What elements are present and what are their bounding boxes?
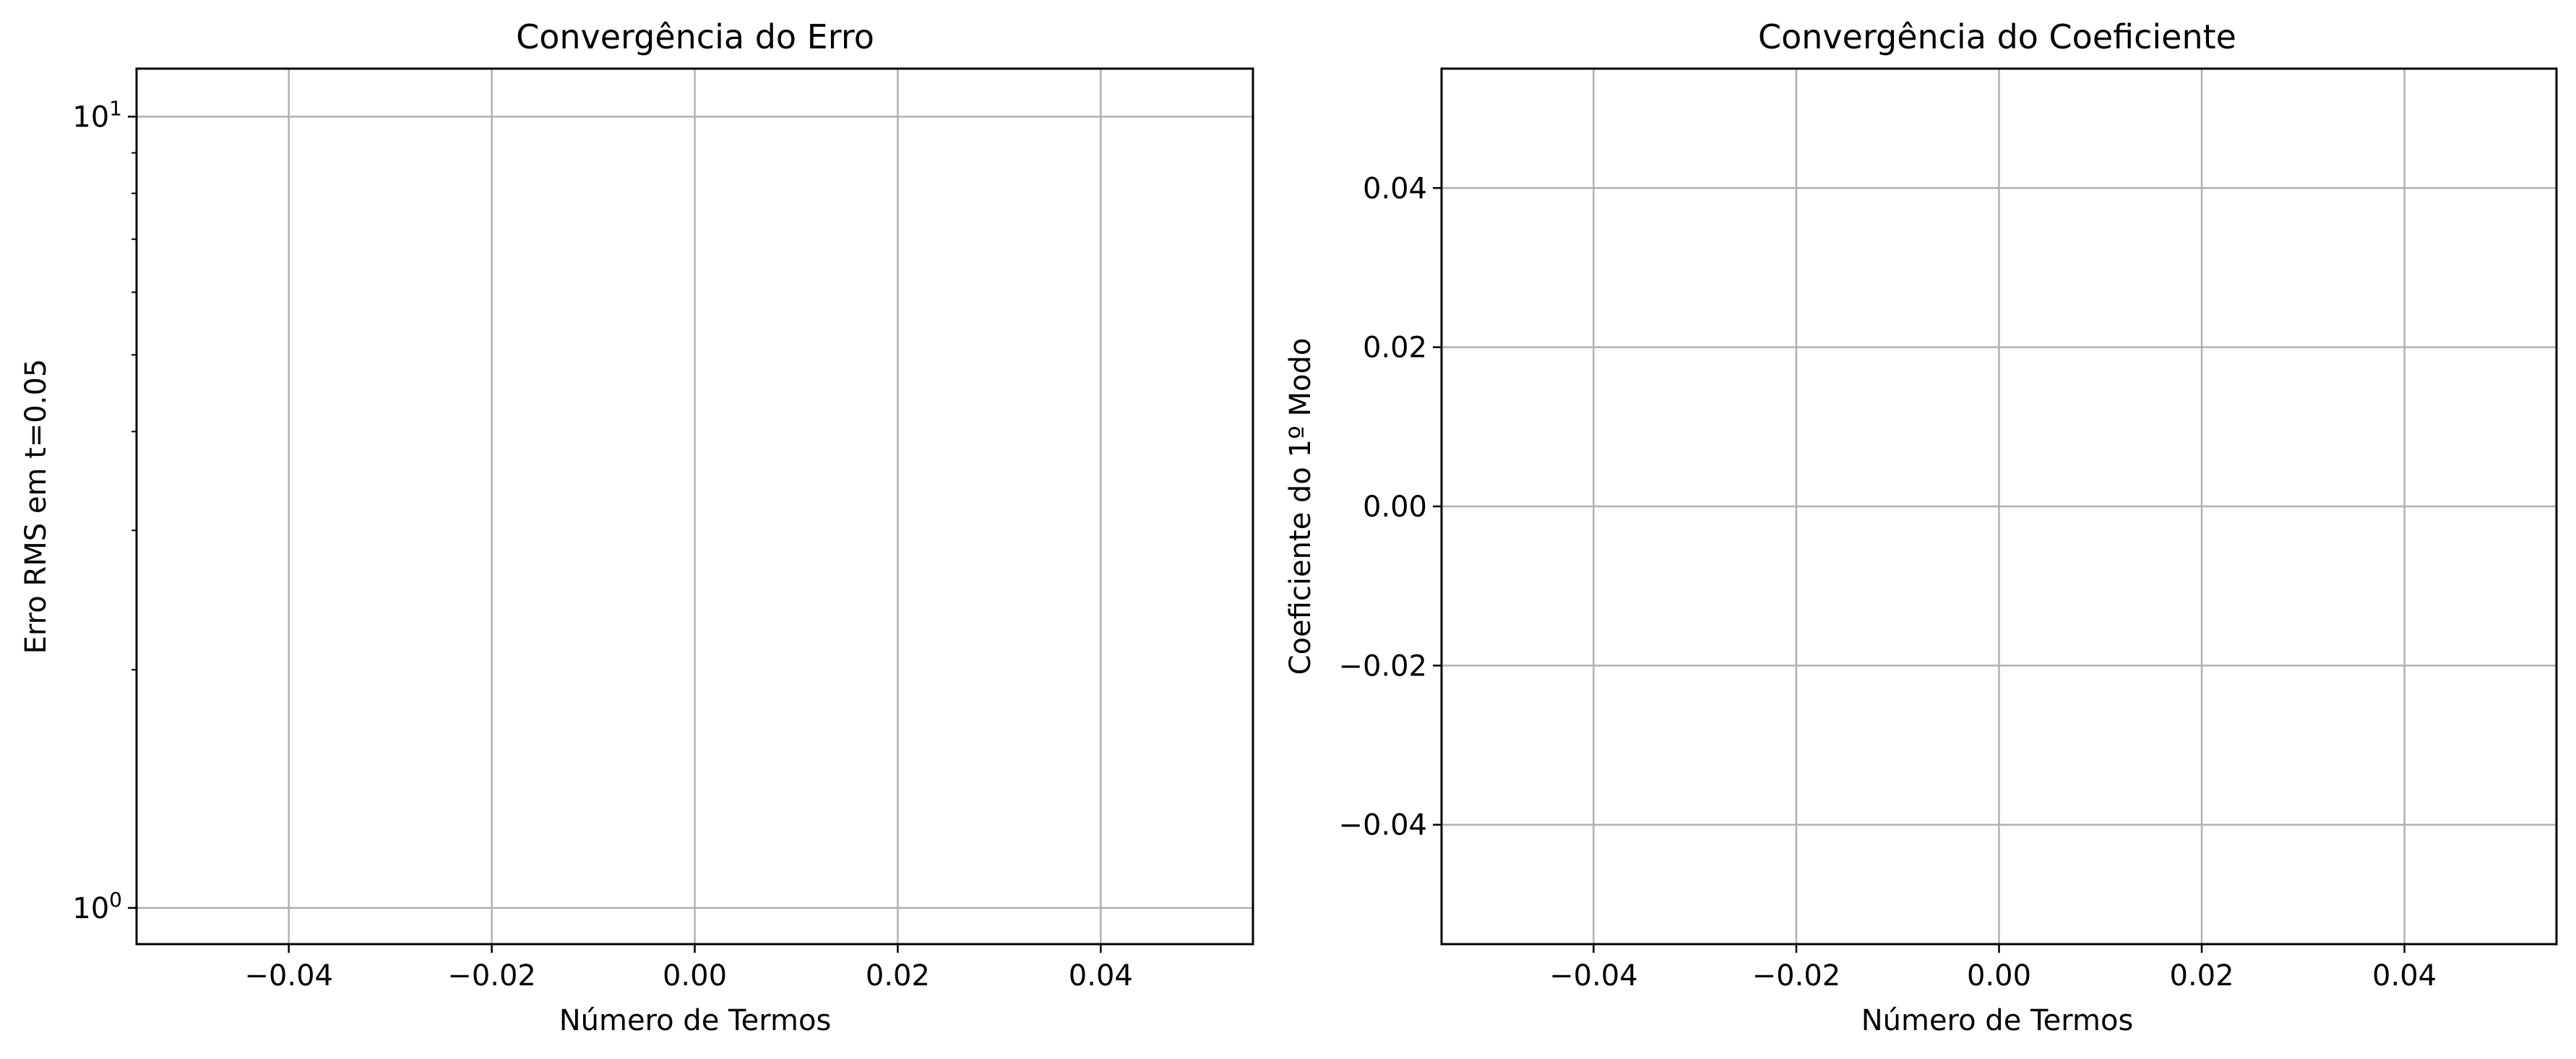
y-tick-label: 0.04 <box>1363 172 1427 205</box>
y-tick-exponent: 0 <box>109 888 122 912</box>
y-tick-label: 0.00 <box>1363 490 1427 524</box>
chart-title: Convergência do Erro <box>516 17 874 56</box>
tick-marks: −0.04 −0.02 0.00 0.02 0.04 0.04 0.02 0.00 −0.02 −… <box>1338 172 2437 993</box>
y-tick-label: 100 <box>72 888 122 925</box>
y-tick-label: −0.02 <box>1338 649 1427 683</box>
x-tick-label: 0.02 <box>2170 959 2234 993</box>
chart-panel-error: Convergência do Erro −0.04 −0.02 0.00 0.02 0… <box>20 17 1254 1037</box>
x-tick-label: −0.02 <box>447 959 536 993</box>
x-tick-label: 0.00 <box>1967 959 2031 993</box>
plot-frame <box>1440 67 2558 946</box>
x-tick-label: 0.04 <box>1069 959 1133 993</box>
y-tick-base: 10 <box>72 100 109 134</box>
grid-lines <box>1442 69 2556 944</box>
y-tick-label: 0.02 <box>1363 332 1427 365</box>
y-axis-label: Coeficiente do 1º Modo <box>1284 338 1317 675</box>
y-tick-base: 10 <box>72 892 109 925</box>
x-tick-label: −0.02 <box>1752 959 1841 993</box>
x-tick-label: 0.02 <box>866 959 930 993</box>
y-tick-label: −0.04 <box>1338 809 1427 842</box>
y-tick-exponent: 1 <box>109 96 122 120</box>
x-axis-label: Número de Termos <box>559 1004 832 1037</box>
plot-frame <box>135 67 1254 946</box>
grid-lines <box>137 69 1253 944</box>
chart-panel-coefficient: Convergência do Coeficiente −0.04 −0.02 0.… <box>1284 17 2558 1037</box>
x-tick-label: −0.04 <box>1549 959 1638 993</box>
x-tick-label: 0.00 <box>663 959 727 993</box>
x-tick-label: −0.04 <box>244 959 333 993</box>
x-axis-label: Número de Termos <box>1861 1004 2134 1037</box>
chart-title: Convergência do Coeficiente <box>1758 17 2236 56</box>
y-axis-label: Erro RMS em t=0.05 <box>20 359 53 654</box>
x-tick-label: 0.04 <box>2372 959 2437 993</box>
y-tick-label: 101 <box>72 96 122 134</box>
